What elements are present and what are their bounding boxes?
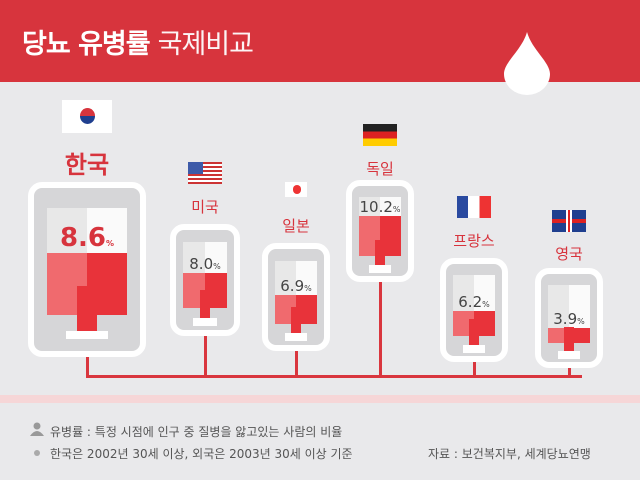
value-label: 6.2% [458, 292, 490, 311]
blood-drop-icon [504, 32, 550, 95]
iv-bag-bar: 8.6% [28, 182, 146, 357]
value-label: 8.6% [59, 223, 115, 254]
value-label: 8.0% [189, 254, 221, 273]
country-label: 영국 [555, 245, 583, 263]
tube [86, 357, 89, 378]
value-label: 3.9% [553, 309, 585, 328]
france-flag-icon [457, 196, 491, 218]
japan-flag-icon [285, 182, 307, 197]
iv-bag-bar: 8.0% [170, 224, 240, 336]
uk-flag-icon [552, 210, 586, 232]
usa-flag-icon [188, 162, 222, 184]
germany-flag-icon [363, 124, 397, 146]
footnote-source: 자료 : 보건복지부, 세계당뇨연맹 [428, 447, 591, 461]
korea-flag-icon [62, 100, 112, 133]
footnote-definition: 유병률 : 특정 시점에 인구 중 질병을 앓고있는 사람의 비율 [50, 425, 343, 439]
divider-band [0, 395, 640, 403]
country-label: 프랑스 [453, 232, 495, 250]
footnote-basis: 한국은 2002년 30세 이상, 외국은 2003년 30세 이상 기준 [50, 447, 353, 461]
tube [473, 362, 476, 378]
value-label: 10.2% [359, 197, 401, 216]
country-label: 한국 [64, 151, 110, 179]
title-main: 당뇨 유병률 [22, 29, 151, 60]
bullet-icon [34, 450, 40, 456]
country-label: 일본 [282, 217, 310, 235]
country-label: 미국 [191, 198, 219, 216]
iv-bag-bar: 6.9% [262, 243, 330, 351]
tube [295, 351, 298, 378]
person-icon [30, 422, 44, 436]
iv-bag-bar: 3.9% [535, 268, 603, 368]
iv-bag-bar: 6.2% [440, 258, 508, 362]
header-banner: 당뇨 유병률 국제비교 [0, 0, 640, 95]
connector-tube [86, 375, 582, 378]
value-label: 6.9% [280, 276, 312, 295]
page-title: 당뇨 유병률 국제비교 [22, 22, 254, 61]
tube [568, 368, 571, 378]
iv-bag-bar: 10.2% [346, 180, 414, 282]
tube [204, 336, 207, 378]
title-sub: 국제비교 [157, 29, 254, 60]
tube [379, 282, 382, 378]
country-label: 독일 [366, 160, 394, 178]
